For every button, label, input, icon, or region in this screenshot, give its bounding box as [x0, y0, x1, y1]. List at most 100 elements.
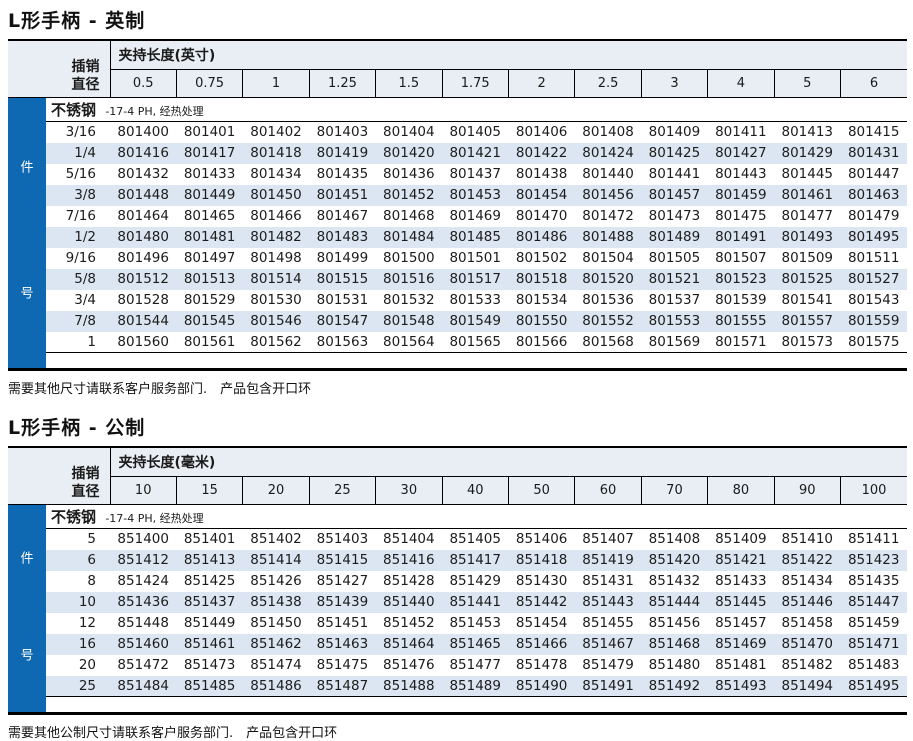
- part-number-cell: 801403: [316, 124, 369, 141]
- part-number-cell: 851416: [383, 552, 435, 568]
- part-number-cell: 801499: [316, 250, 369, 266]
- part-number-cell: 801571: [715, 333, 767, 350]
- clamp-length-header: 夹持长度(毫米): [110, 447, 907, 477]
- part-number-cell: 801525: [781, 271, 834, 287]
- column-header: 1.75: [441, 69, 509, 98]
- part-number-cell: 801547: [316, 313, 369, 329]
- part-number-cell: 851412: [117, 552, 169, 568]
- part-number-cell: 801437: [449, 166, 501, 182]
- diameter-cell: 5/16: [65, 166, 96, 182]
- part-number-cell: 801424: [582, 145, 634, 161]
- pin-diameter-label-line1: 插销: [71, 465, 100, 482]
- material-row: 件 号 不锈钢 -17-4 PH, 经热处理: [8, 97, 907, 370]
- part-number-cell: 801402: [250, 124, 302, 141]
- column-header-row: 0.5 0.75 1 1.25 1.5 1.75 2 2.5 3 4 5 6: [8, 69, 907, 98]
- part-number-cell: 801417: [183, 145, 236, 161]
- diameter-cell: 5/8: [74, 271, 96, 287]
- part-number-cell: 851438: [250, 594, 302, 610]
- part-number-cell: 801532: [383, 292, 435, 308]
- part-row: 7/16 801464 801465 801466 801467 801468 801469…: [8, 206, 907, 227]
- part-number-cell: 851442: [515, 594, 568, 610]
- pin-diameter-header: 插销 直径: [8, 40, 111, 98]
- part-number-cell: 851426: [250, 573, 302, 589]
- part-row: 9/16 801496 801497 801498 801499 801500 801501…: [8, 248, 907, 269]
- table-body: 件 号 不锈钢 -17-4 PH, 经热处理 5 851400 851401 8514…: [8, 504, 907, 714]
- column-header: 30: [375, 476, 443, 505]
- part-number-cell: 851483: [847, 657, 900, 673]
- part-number-cell: 801408: [582, 124, 634, 141]
- part-number-cell: 801516: [383, 271, 435, 287]
- column-header: 90: [773, 476, 841, 505]
- part-number-cell: 851403: [316, 531, 369, 548]
- part-number-cell: 801531: [316, 292, 369, 308]
- part-row: 1/2 801480 801481 801482 801483 801484 801485 8…: [8, 226, 907, 248]
- part-number-cell: 801477: [781, 208, 834, 224]
- column-header: 5: [773, 69, 841, 98]
- imperial-section: L形手柄 - 英制 插销 直径 夹持长度(英寸) 0.5 0.75 1 1.25 1.5…: [8, 6, 907, 397]
- part-number-cell: 801436: [383, 166, 435, 182]
- part-number-cell: 801480: [117, 229, 169, 245]
- page-title-metric: L形手柄 - 公制: [8, 417, 146, 439]
- part-number-cell: 801404: [383, 124, 435, 141]
- part-row: 5/16 801432 801433 801434 801435 801436 801437…: [8, 164, 907, 185]
- part-number-cell: 801557: [781, 313, 834, 329]
- clamp-length-header: 夹持长度(英寸): [110, 40, 907, 70]
- part-number-cell: 801405: [449, 124, 501, 141]
- column-header: 80: [707, 476, 775, 505]
- part-number-cell: 851427: [316, 573, 369, 589]
- part-number-cell: 851468: [648, 636, 701, 652]
- diameter-cell: 6: [87, 552, 96, 568]
- part-number-cell: 851457: [715, 615, 767, 631]
- part-number-cell: 801472: [582, 208, 634, 224]
- part-number-cell: 801501: [449, 250, 501, 266]
- footnote-metric: 需要其他公制尺寸请联系客户服务部门. 产品包含开口环: [8, 726, 338, 741]
- part-row: 3/8 801448 801449 801450 801451 801452 801453 8…: [8, 184, 907, 206]
- part-number-cell: 801573: [781, 333, 834, 350]
- part-number-cell: 851421: [715, 552, 767, 568]
- part-number-cell: 851478: [515, 657, 568, 673]
- part-number-cell: 801550: [515, 313, 568, 329]
- column-header: 1: [242, 69, 310, 98]
- part-row: 10 851436 851437 851438 851439 851440 851441 85…: [8, 591, 907, 613]
- part-number-side-bar: 件 号: [8, 97, 46, 370]
- pin-diameter-label-line2: 直径: [71, 483, 100, 500]
- part-number-cell: 851472: [117, 657, 169, 673]
- diameter-cell: 3/8: [74, 187, 96, 203]
- part-number-cell: 801509: [781, 250, 834, 266]
- side-bar-label-top: 件: [20, 551, 34, 567]
- part-number-cell: 851490: [515, 677, 568, 694]
- part-number-cell: 801434: [250, 166, 302, 182]
- part-number-cell: 851466: [515, 636, 568, 652]
- part-number-cell: 801575: [847, 333, 900, 350]
- part-number-cell: 801541: [781, 292, 834, 308]
- part-number-cell: 801482: [250, 229, 302, 245]
- part-number-cell: 851475: [316, 657, 369, 673]
- column-header: 0.5: [110, 69, 177, 98]
- diameter-cell: 3/4: [74, 292, 96, 308]
- part-number-cell: 851411: [847, 531, 900, 548]
- part-number-cell: 801416: [117, 145, 169, 161]
- part-number-cell: 801552: [582, 313, 634, 329]
- table-bottom-gap: [8, 352, 907, 370]
- column-header: 1.5: [375, 69, 443, 98]
- column-header: 60: [574, 476, 642, 505]
- part-number-cell: 801452: [383, 187, 435, 203]
- part-number-cell: 851494: [781, 677, 834, 694]
- part-row: 3/16 801400 801401 801402 801403 801404 801405…: [8, 122, 907, 143]
- part-number-cell: 801514: [250, 271, 302, 287]
- part-number-cell: 801441: [648, 166, 701, 182]
- part-number-cell: 851401: [183, 531, 236, 548]
- part-number-cell: 801546: [250, 313, 302, 329]
- part-number-cell: 801454: [515, 187, 568, 203]
- part-number-cell: 851445: [715, 594, 767, 610]
- part-number-cell: 801549: [449, 313, 501, 329]
- diameter-cell: 1: [87, 333, 96, 350]
- part-number-side-bar: 件 号: [8, 504, 46, 714]
- footnote-imperial: 需要其他尺寸请联系客户服务部门. 产品包含开口环: [8, 382, 312, 397]
- part-number-cell: 851400: [117, 531, 169, 548]
- part-number-cell: 851489: [449, 677, 501, 694]
- part-number-cell: 801401: [183, 124, 236, 141]
- part-number-cell: 801479: [847, 208, 900, 224]
- part-number-cell: 801466: [250, 208, 302, 224]
